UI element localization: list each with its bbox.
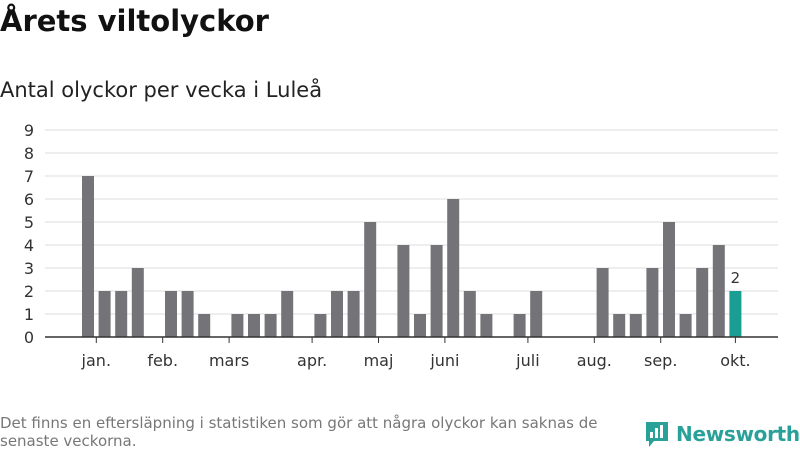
bar-chart-logo-icon [646, 422, 668, 447]
bar [629, 314, 642, 337]
x-tick-label: okt. [720, 351, 750, 370]
bar [364, 222, 377, 337]
bar [596, 268, 609, 337]
bar [82, 176, 94, 337]
bar-chart: 0 1 2 3 4 5 6 7 8 9 2 jan. feb. mars apr. maj juni juli au… [24, 121, 778, 370]
bar [613, 314, 626, 337]
bar [264, 314, 277, 337]
y-tick-label: 2 [24, 282, 34, 301]
bar [181, 291, 194, 337]
x-tick-label: maj [364, 351, 394, 370]
x-tick-label: apr. [297, 351, 327, 370]
bar [663, 222, 675, 337]
bar [231, 314, 244, 337]
footnote: Det finns en eftersläpning i statistiken… [0, 414, 598, 450]
bar [131, 268, 144, 337]
x-tick-label: juni [429, 351, 459, 370]
y-tick-label: 6 [24, 190, 34, 209]
chart-subtitle: Antal olyckor per vecka i Luleå [0, 78, 323, 102]
bar [447, 199, 460, 337]
bar [198, 314, 211, 337]
bar [679, 314, 692, 337]
x-tick-label: sep. [644, 351, 677, 370]
y-tick-label: 7 [24, 167, 34, 186]
bar [115, 291, 128, 337]
bar [513, 314, 526, 337]
bar-data-label: 2 [731, 269, 741, 287]
bar [696, 268, 709, 337]
y-tick-label: 0 [24, 328, 34, 347]
bar [165, 291, 177, 337]
y-tick-label: 8 [24, 144, 34, 163]
bar [712, 245, 725, 337]
y-tick-label: 4 [24, 236, 34, 255]
highlight-bar [729, 291, 742, 337]
chart-title: Årets viltolyckor [0, 4, 269, 38]
y-tick-label: 5 [24, 213, 34, 232]
x-tick-label: mars [209, 351, 249, 370]
bar [314, 314, 327, 337]
x-tick-label: juli [515, 351, 539, 370]
brand-name: Newsworthy [676, 422, 800, 446]
x-tick-label: jan. [81, 351, 111, 370]
bar [646, 268, 659, 337]
brand[interactable]: Newsworthy [644, 419, 800, 449]
x-tick-label: feb. [147, 351, 178, 370]
bar [480, 314, 493, 337]
x-tick-label: aug. [577, 351, 612, 370]
bar [397, 245, 410, 337]
bar [430, 245, 443, 337]
bar [281, 291, 294, 337]
bar [347, 291, 360, 337]
bar [98, 291, 111, 337]
y-tick-label: 1 [24, 305, 34, 324]
bar [530, 291, 543, 337]
bar [331, 291, 343, 337]
y-tick-label: 9 [24, 121, 34, 140]
y-tick-label: 3 [24, 259, 34, 278]
bar [414, 314, 426, 337]
bar [248, 314, 260, 337]
bar [463, 291, 476, 337]
